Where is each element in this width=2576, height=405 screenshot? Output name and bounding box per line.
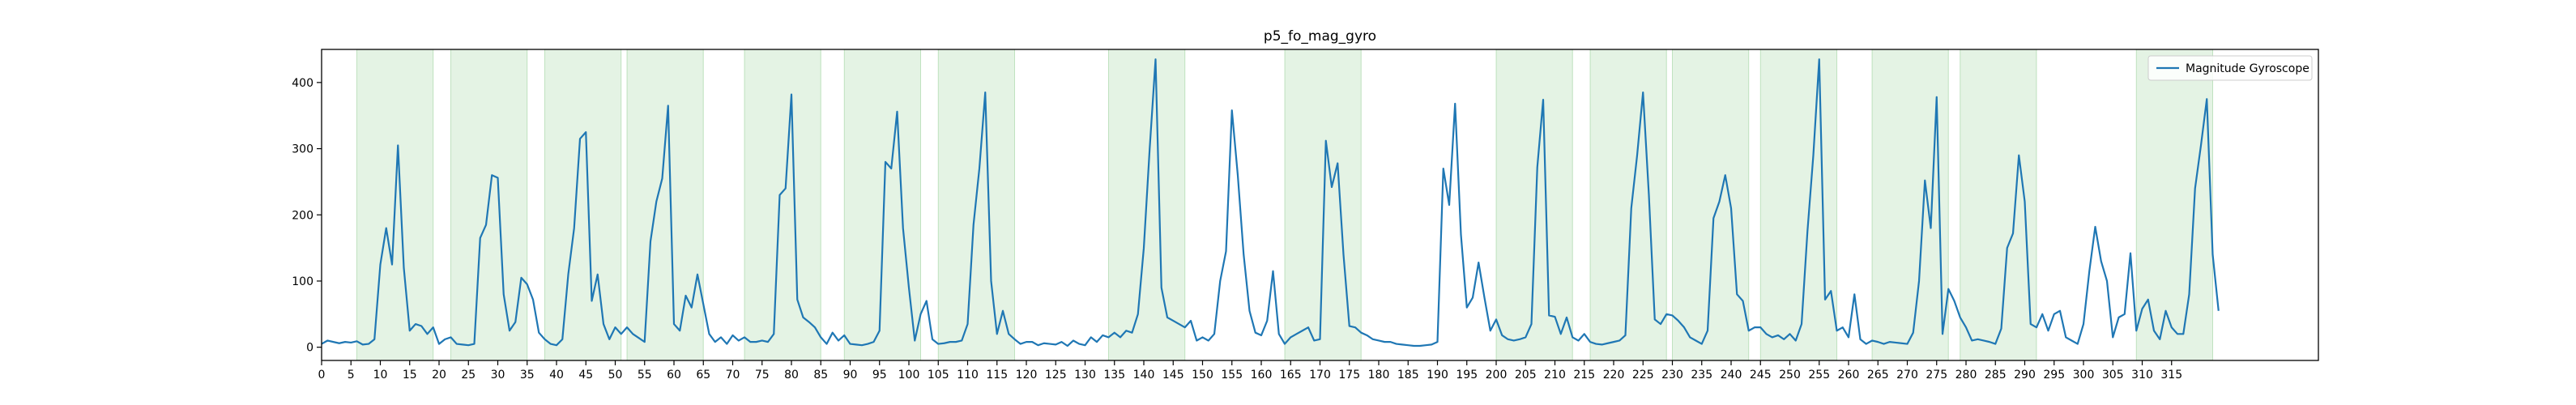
shaded-region — [1871, 49, 1949, 361]
legend-label: Magnitude Gyroscope — [2186, 62, 2309, 75]
series-layer — [321, 58, 2220, 347]
x-tick-label: 25 — [461, 369, 476, 382]
x-axis-ticks: 0 5 10 15 20 25 30 35 40 45 50 55 60 65 70 75 80 85 90 95 10… — [318, 360, 2182, 382]
x-tick-label: 50 — [608, 369, 623, 382]
x-tick-label: 180 — [1368, 369, 1390, 382]
x-tick-label: 305 — [2102, 369, 2124, 382]
x-tick-label: 285 — [1985, 369, 2007, 382]
x-tick-label: 255 — [1808, 369, 1830, 382]
x-tick-label: 300 — [2073, 369, 2095, 382]
x-tick-label: 15 — [403, 369, 417, 382]
x-tick-label: 45 — [578, 369, 593, 382]
series-line-0 — [321, 58, 2220, 347]
x-tick-label: 275 — [1926, 369, 1947, 382]
x-tick-label: 170 — [1309, 369, 1331, 382]
x-tick-label: 260 — [1838, 369, 1860, 382]
shaded-region — [843, 49, 921, 361]
x-tick-label: 65 — [696, 369, 710, 382]
x-tick-label: 60 — [667, 369, 681, 382]
x-tick-label: 115 — [986, 369, 1008, 382]
shaded-regions — [356, 49, 2213, 361]
x-tick-label: 55 — [638, 369, 652, 382]
x-tick-label: 100 — [898, 369, 920, 382]
y-tick-label: 400 — [292, 77, 313, 90]
x-tick-label: 225 — [1632, 369, 1654, 382]
x-tick-label: 200 — [1486, 369, 1508, 382]
x-tick-label: 80 — [784, 369, 799, 382]
shaded-region — [1284, 49, 1362, 361]
shaded-region — [626, 49, 704, 361]
x-tick-label: 125 — [1045, 369, 1067, 382]
x-tick-label: 110 — [957, 369, 979, 382]
x-tick-label: 210 — [1544, 369, 1566, 382]
x-tick-label: 90 — [843, 369, 858, 382]
shaded-region — [544, 49, 622, 361]
y-tick-label: 200 — [292, 209, 313, 222]
x-tick-label: 70 — [726, 369, 740, 382]
x-tick-label: 230 — [1661, 369, 1683, 382]
x-tick-label: 195 — [1456, 369, 1478, 382]
shaded-region — [744, 49, 821, 361]
y-tick-label: 100 — [292, 275, 313, 288]
x-tick-label: 95 — [872, 369, 887, 382]
x-tick-label: 130 — [1074, 369, 1096, 382]
x-tick-label: 250 — [1779, 369, 1801, 382]
x-tick-label: 35 — [520, 369, 535, 382]
x-tick-label: 190 — [1427, 369, 1448, 382]
x-tick-label: 270 — [1896, 369, 1918, 382]
x-tick-label: 145 — [1162, 369, 1184, 382]
y-axis-ticks: 0 100 200 300 400 — [292, 77, 322, 355]
shaded-region — [1759, 49, 1837, 361]
legend: Magnitude Gyroscope — [2147, 55, 2313, 81]
x-tick-label: 290 — [2014, 369, 2036, 382]
x-tick-label: 235 — [1691, 369, 1712, 382]
shaded-region — [1672, 49, 1750, 361]
x-tick-label: 5 — [348, 369, 355, 382]
x-tick-label: 40 — [549, 369, 564, 382]
x-tick-label: 10 — [373, 369, 388, 382]
x-tick-label: 135 — [1103, 369, 1125, 382]
x-tick-label: 165 — [1280, 369, 1302, 382]
x-tick-label: 265 — [1867, 369, 1889, 382]
x-tick-label: 150 — [1192, 369, 1213, 382]
y-tick-label: 300 — [292, 143, 313, 156]
x-tick-label: 310 — [2131, 369, 2153, 382]
x-tick-label: 140 — [1133, 369, 1155, 382]
x-tick-label: 240 — [1721, 369, 1742, 382]
x-tick-label: 215 — [1573, 369, 1595, 382]
x-tick-label: 30 — [491, 369, 505, 382]
x-tick-label: 205 — [1515, 369, 1537, 382]
x-tick-label: 75 — [755, 369, 770, 382]
x-tick-label: 20 — [432, 369, 446, 382]
x-tick-label: 85 — [813, 369, 828, 382]
x-tick-label: 120 — [1016, 369, 1038, 382]
x-tick-label: 295 — [2043, 369, 2065, 382]
chart-title: p5_fo_mag_gyro — [1264, 28, 1376, 45]
x-tick-label: 280 — [1955, 369, 1977, 382]
x-tick-label: 0 — [318, 369, 326, 382]
x-tick-label: 220 — [1603, 369, 1625, 382]
legend-box — [2147, 55, 2313, 81]
x-tick-label: 175 — [1338, 369, 1360, 382]
y-tick-label: 0 — [306, 342, 313, 355]
x-tick-label: 105 — [928, 369, 949, 382]
x-tick-label: 160 — [1251, 369, 1273, 382]
x-tick-label: 185 — [1397, 369, 1419, 382]
shaded-region — [1495, 49, 1573, 361]
x-tick-label: 155 — [1221, 369, 1243, 382]
x-tick-label: 315 — [2160, 369, 2182, 382]
shaded-region — [2135, 49, 2213, 361]
x-tick-label: 245 — [1750, 369, 1772, 382]
